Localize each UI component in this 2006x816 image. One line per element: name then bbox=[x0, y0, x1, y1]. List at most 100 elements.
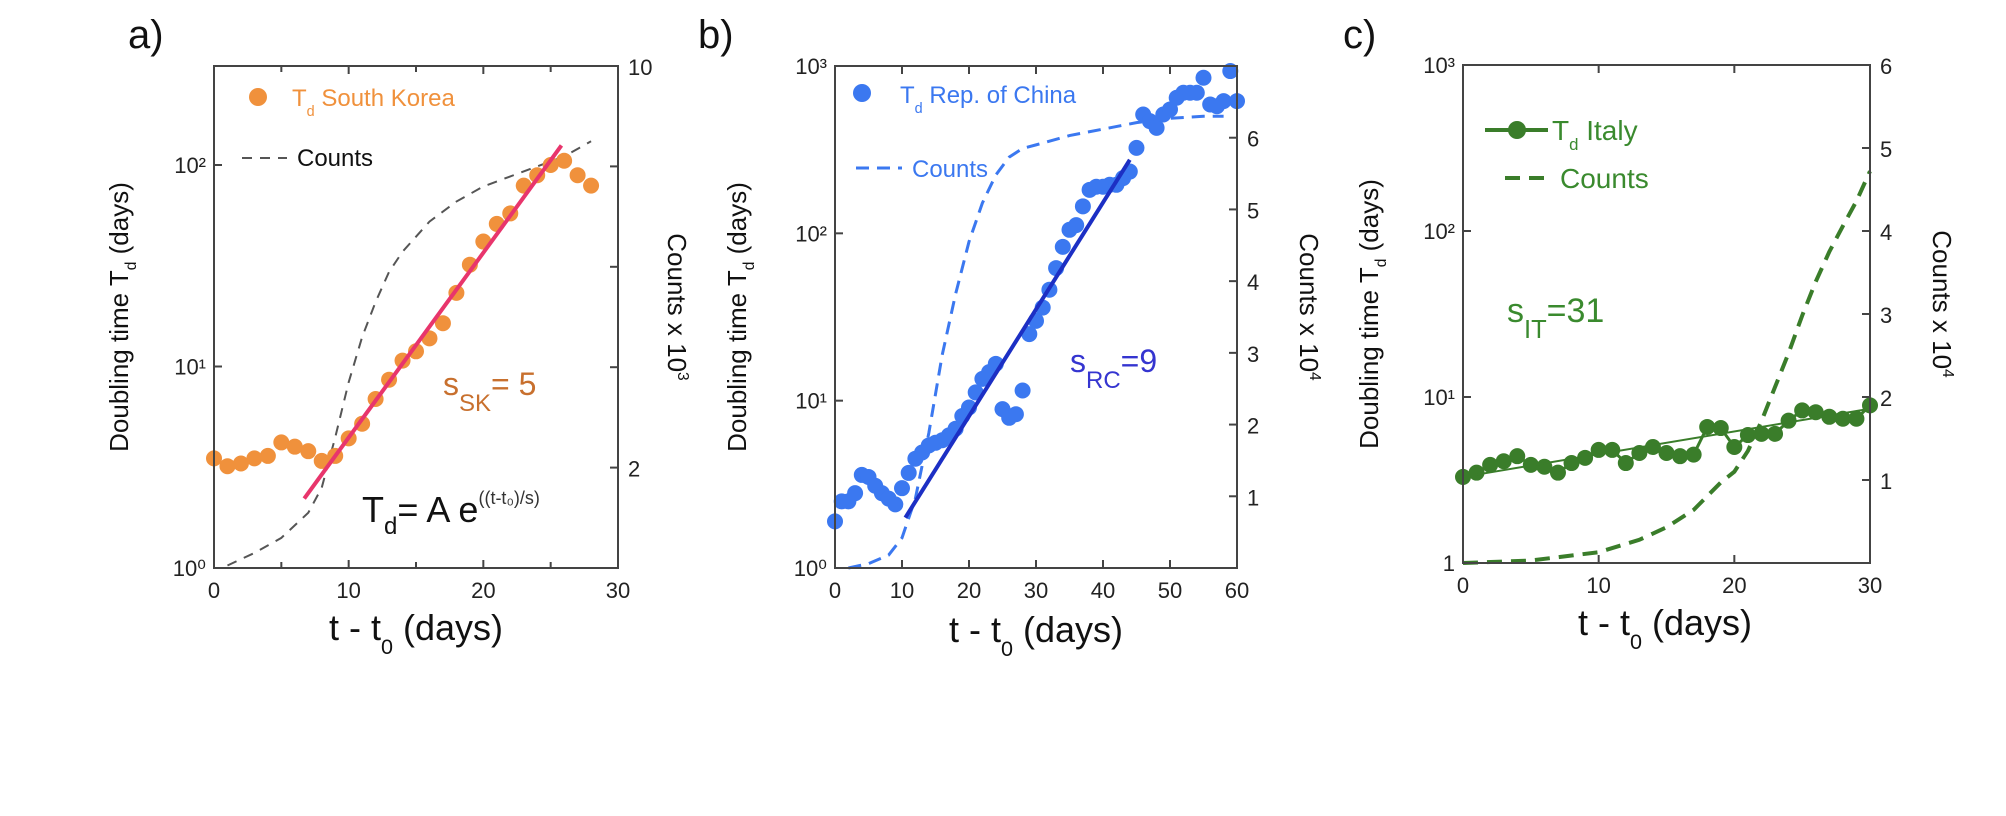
fit-line bbox=[1462, 407, 1871, 478]
legend-td-marker bbox=[249, 88, 267, 106]
x-tick-label: 30 bbox=[1024, 578, 1048, 603]
x-tick-label: 0 bbox=[1457, 573, 1469, 598]
legend-td-label-rest: Rep. of China bbox=[923, 82, 1077, 109]
legend: Td Italy Counts bbox=[1485, 115, 1649, 194]
formula-exponent: ((t-t₀)/s) bbox=[478, 488, 539, 508]
counts-line bbox=[848, 114, 1224, 570]
td-point bbox=[286, 438, 303, 455]
td-point bbox=[583, 177, 600, 194]
legend-td-label-sub: d bbox=[915, 101, 923, 117]
y2-tick-label: 6 bbox=[1880, 54, 1892, 79]
panel-label: b) bbox=[698, 13, 734, 57]
td-point bbox=[313, 452, 330, 469]
y2-axis-label-main: Counts x 10 bbox=[1927, 230, 1957, 369]
x-tick-label: 40 bbox=[1091, 578, 1115, 603]
x-axis-label-sub: 0 bbox=[1630, 629, 1642, 654]
y2-tick-label: 3 bbox=[1247, 342, 1259, 367]
plot-frame bbox=[1462, 64, 1871, 564]
td-point bbox=[1767, 425, 1784, 442]
legend-counts-label: Counts bbox=[912, 156, 988, 183]
slope-annotation: sSK= 5 bbox=[443, 366, 536, 417]
td-point bbox=[569, 167, 586, 184]
x-tick-label: 0 bbox=[208, 578, 220, 603]
td-point bbox=[300, 443, 317, 460]
y2-tick-label: 2 bbox=[1880, 386, 1892, 411]
x-tick-label: 20 bbox=[471, 578, 495, 603]
td-point bbox=[1848, 410, 1865, 427]
legend-td-label-rest: Italy bbox=[1578, 115, 1637, 146]
legend-counts-label: Counts bbox=[297, 145, 373, 172]
slope-annotation-rest: =9 bbox=[1121, 343, 1157, 379]
y-axis-label-main: Doubling time T bbox=[1354, 267, 1384, 449]
x-axis-label-main: t - t bbox=[329, 607, 381, 648]
y-axis-label-sub: d bbox=[123, 262, 140, 271]
slope-annotation: sRC=9 bbox=[1070, 343, 1157, 394]
legend-td-label-rest: South Korea bbox=[315, 85, 456, 112]
y-tick-label: 10¹ bbox=[174, 355, 206, 380]
formula-sub: d bbox=[384, 513, 397, 540]
legend-td-label-main: T bbox=[900, 82, 915, 109]
td-point bbox=[1604, 441, 1621, 458]
y2-tick-label: 6 bbox=[1247, 127, 1259, 152]
td-point bbox=[1577, 449, 1594, 466]
td-point bbox=[1188, 84, 1205, 101]
y-tick-label: 10¹ bbox=[1423, 385, 1455, 410]
td-point bbox=[894, 480, 910, 497]
y-axis-label: Doubling time Td (days) bbox=[722, 182, 758, 452]
y2-tick-label: 3 bbox=[1880, 303, 1892, 328]
x-axis-label: t - t0 (days) bbox=[329, 607, 503, 659]
legend-td-label-sub: d bbox=[307, 104, 315, 120]
y-tick-label: 10² bbox=[174, 153, 206, 178]
td-point bbox=[1821, 408, 1838, 425]
y2-tick-label: 1 bbox=[1247, 485, 1259, 510]
y2-axis-label-main: Counts x 10 bbox=[662, 233, 692, 372]
x-axis-label-rest: (days) bbox=[1642, 602, 1752, 643]
y-axis-label-sub: d bbox=[1373, 259, 1390, 268]
y2-axis-label-sup: 3 bbox=[674, 372, 691, 381]
y2-tick-label: 4 bbox=[1247, 270, 1259, 295]
td-point bbox=[1753, 425, 1770, 442]
legend: Td South Korea Counts bbox=[242, 85, 455, 172]
td-point bbox=[1222, 63, 1239, 80]
formula-rest: = A e bbox=[397, 489, 478, 530]
x-tick-label: 10 bbox=[1586, 573, 1610, 598]
y2-tick-label: 1 bbox=[1880, 469, 1892, 494]
legend-td-label: Td Italy bbox=[1552, 115, 1638, 154]
y2-axis-label: Counts x 104 bbox=[1927, 230, 1957, 378]
y2-tick-label: 5 bbox=[1880, 137, 1892, 162]
td-point bbox=[1644, 438, 1661, 455]
y-tick-label: 10³ bbox=[795, 54, 827, 79]
slope-annotation-sub: IT bbox=[1524, 316, 1547, 344]
td-point bbox=[1794, 402, 1811, 419]
counts-line bbox=[227, 140, 592, 567]
y-axis-label-main: Doubling time T bbox=[104, 270, 134, 452]
y2-axis-label-sup: 4 bbox=[1306, 372, 1323, 381]
legend-counts-label: Counts bbox=[1560, 163, 1649, 194]
x-tick-label: 30 bbox=[1858, 573, 1882, 598]
y-tick-label: 10⁰ bbox=[794, 556, 827, 581]
counts-line bbox=[1462, 170, 1872, 565]
td-point bbox=[556, 152, 573, 169]
x-axis-label: t - t0 (days) bbox=[949, 609, 1123, 661]
td-point bbox=[847, 485, 864, 502]
td-point bbox=[1195, 69, 1212, 86]
y2-axis-label-main: Counts x 10 bbox=[1294, 233, 1324, 372]
x-axis-label-rest: (days) bbox=[1013, 609, 1123, 650]
td-point bbox=[1482, 456, 1499, 473]
td-point bbox=[1054, 238, 1071, 255]
slope-annotation-rest: =31 bbox=[1547, 292, 1605, 330]
td-point bbox=[887, 496, 904, 513]
y-axis-label: Doubling time Td (days) bbox=[104, 182, 140, 452]
y2-tick-label: 2 bbox=[1247, 414, 1259, 439]
y-tick-label: 10¹ bbox=[795, 389, 827, 414]
slope-annotation-main: s bbox=[443, 366, 459, 402]
legend-td-marker bbox=[853, 84, 871, 102]
x-axis-label: t - t0 (days) bbox=[1578, 602, 1752, 654]
y-axis-label-rest: (days) bbox=[722, 182, 752, 261]
x-axis-label-rest: (days) bbox=[393, 607, 503, 648]
x-tick-label: 30 bbox=[606, 578, 630, 603]
y-axis-label-main: Doubling time T bbox=[722, 270, 752, 452]
slope-annotation: sIT=31 bbox=[1507, 292, 1604, 344]
td-point bbox=[1617, 455, 1634, 472]
